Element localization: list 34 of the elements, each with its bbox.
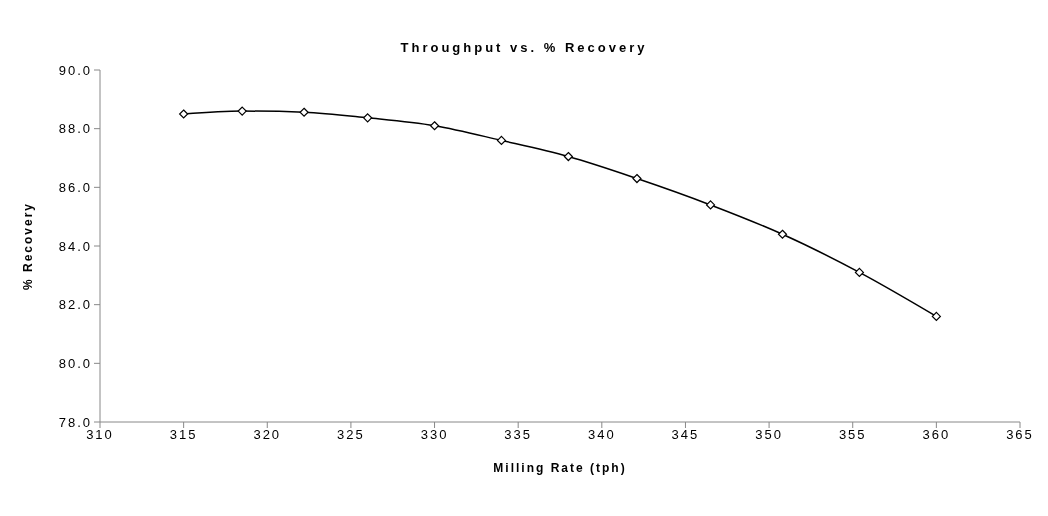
point bbox=[632, 173, 642, 184]
x-tick-label: 315 bbox=[169, 427, 198, 443]
point bbox=[179, 109, 189, 119]
point bbox=[777, 229, 788, 239]
y-tick-label: 90.0 bbox=[58, 62, 92, 78]
chart-title: Throughput vs. % Recovery bbox=[399, 40, 649, 57]
point bbox=[854, 267, 865, 277]
y-tick-label: 82.0 bbox=[58, 297, 92, 313]
y-tick-label: 88.0 bbox=[58, 121, 92, 137]
x-tick-label: 365 bbox=[1006, 427, 1034, 443]
point bbox=[237, 106, 247, 116]
point bbox=[931, 311, 941, 321]
x-tick-label: 345 bbox=[671, 427, 700, 443]
y-tick-label: 84.0 bbox=[58, 238, 92, 254]
x-tick-label: 310 bbox=[86, 427, 114, 443]
y-tick-label: 86.0 bbox=[58, 179, 92, 195]
x-tick-label: 355 bbox=[838, 427, 867, 443]
point bbox=[496, 135, 507, 145]
x-axis-title: Milling Rate (tph) bbox=[493, 461, 627, 475]
x-tick-label: 330 bbox=[420, 427, 449, 443]
x-tick-label: 360 bbox=[922, 427, 951, 443]
x-tick-label: 335 bbox=[504, 427, 533, 443]
x-tick-label: 325 bbox=[337, 427, 365, 443]
x-tick-label: 350 bbox=[755, 427, 783, 443]
x-tick-label: 340 bbox=[587, 427, 616, 443]
point bbox=[299, 107, 309, 117]
point bbox=[363, 113, 373, 123]
y-axis-title: % Recovery bbox=[21, 201, 36, 291]
point bbox=[705, 200, 716, 210]
y-tick-label: 80.0 bbox=[58, 355, 92, 371]
point bbox=[563, 151, 573, 162]
point bbox=[429, 121, 440, 131]
x-tick-label: 320 bbox=[253, 427, 282, 443]
y-tick-label: 78.0 bbox=[58, 414, 92, 430]
